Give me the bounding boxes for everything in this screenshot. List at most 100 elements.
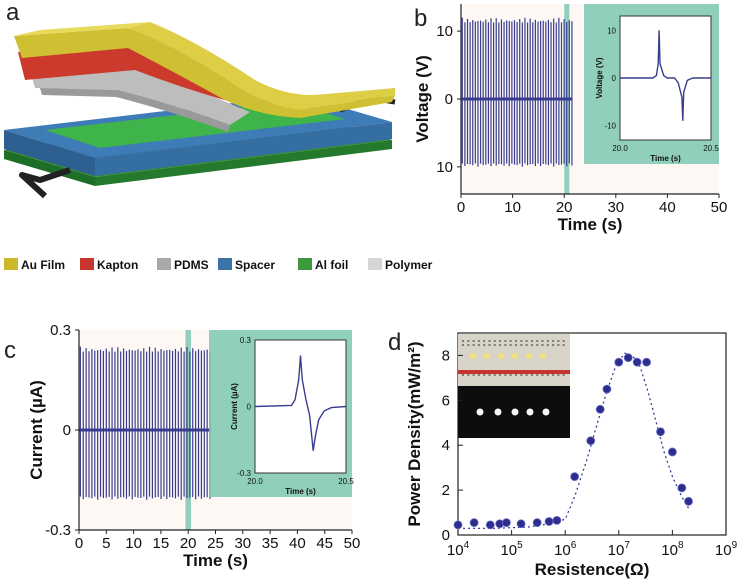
data-point [614,357,624,367]
au-film-layer [14,28,395,118]
photo-hole [536,340,539,342]
pdms-layer [30,58,250,125]
y-tick-label: 0 [63,422,71,439]
inset-waveform [254,355,347,451]
y-axis-title: Current (µA) [27,380,46,480]
data-point [632,357,642,367]
photo-hole [546,340,549,342]
photo-hole [504,344,507,346]
y-tick-label: 4 [442,437,450,454]
photo-hole [488,374,491,376]
photo-led-off [540,353,546,359]
inset-x-axis-title: Time (s) [285,487,316,496]
photo-led-lit [494,408,502,416]
inset-y-tick-label: 10 [607,26,616,35]
x-tick-label: 10 [504,199,521,216]
legend-item-pdms: PDMS [157,258,209,272]
data-point [485,520,495,530]
photo-hole [477,344,480,346]
kapton-layer [18,40,270,112]
photo-hole [488,344,491,346]
data-point [502,518,511,528]
photo-hole [462,374,464,376]
panel-b: b 10 0 -10 20.0 20.5 Voltage (V) Time (s) 0 10 20… [413,4,727,234]
photo-hole [515,344,517,346]
photo-hole [499,340,502,342]
inset-waveform [620,30,711,121]
x-axis-title: Resistence(Ω) [535,560,650,579]
data-point [532,518,542,528]
x-tick-label: 0 [75,535,83,552]
x-tick-label: 109 [715,540,738,559]
y-tick-label: 10 [436,23,453,40]
photo-hole [541,344,544,346]
y-tick-label: 0.3 [50,322,71,339]
photo-hole [546,344,549,346]
photo-led-off [498,353,504,359]
photo-hole [546,374,549,376]
photo-breadboard [458,334,570,386]
photo-led-off [512,353,518,359]
photo-hole [477,374,480,376]
y-tick-label: 0 [445,91,453,108]
photo-hole [462,344,464,346]
data-point [656,427,665,437]
photo-hole [541,374,544,376]
x-tick-label: 15 [153,535,170,552]
data-point [595,404,605,414]
photo-hole [493,374,496,376]
photo-hole [541,340,544,342]
inset-y-tick-label: 0 [247,403,252,412]
data-point [453,520,463,530]
photo-hole [562,344,565,346]
photo-hole [520,340,523,342]
y-axis-title: Power Density(mW/m²) [405,341,424,526]
legend-label: Al foil [315,258,348,272]
x-tick-label: 50 [344,535,361,552]
photo-hole [515,340,517,342]
y-tick-label: 10 [436,159,453,176]
photo-led-lit [511,408,519,416]
photo-hole [562,374,565,376]
x-tick-label: 10 [125,535,142,552]
x-tick-label: 40 [289,535,306,552]
photo-hole [557,344,560,346]
legend-label: Spacer [235,258,275,272]
data-point [570,472,580,482]
panel-a-letter: a [6,0,20,26]
legend-swatch [218,258,232,270]
y-tick-label: 0 [442,527,450,544]
x-tick-label: 25 [207,535,224,552]
photo-hole [477,340,480,342]
data-point [544,517,554,526]
bottom-wire [19,167,71,199]
photo-hole [525,344,528,346]
y-tick-label: 6 [442,392,450,409]
legend-swatch [368,258,382,270]
photo-hole [520,374,523,376]
photo-hole [483,340,486,342]
photo-hole [520,344,523,346]
data-point [586,436,596,446]
data-point [623,353,633,363]
data-point [602,384,612,394]
photo-hole [472,344,475,346]
photo-hole [462,340,464,342]
data-point [516,519,526,529]
photo-hole [530,374,533,376]
photo-hole [467,374,470,376]
y-tick-label: -0.3 [45,522,71,539]
photo-hole [483,344,486,346]
photo-hole [509,374,512,376]
inset-y-axis-title: Voltage (V) [595,57,604,99]
photo-hole [530,344,533,346]
photo-hole [499,344,502,346]
panel-b-letter: b [414,5,427,32]
photo-hole [525,340,528,342]
device-illustration [4,22,396,199]
photo-hole [472,374,475,376]
x-tick-label: 20 [180,535,197,552]
